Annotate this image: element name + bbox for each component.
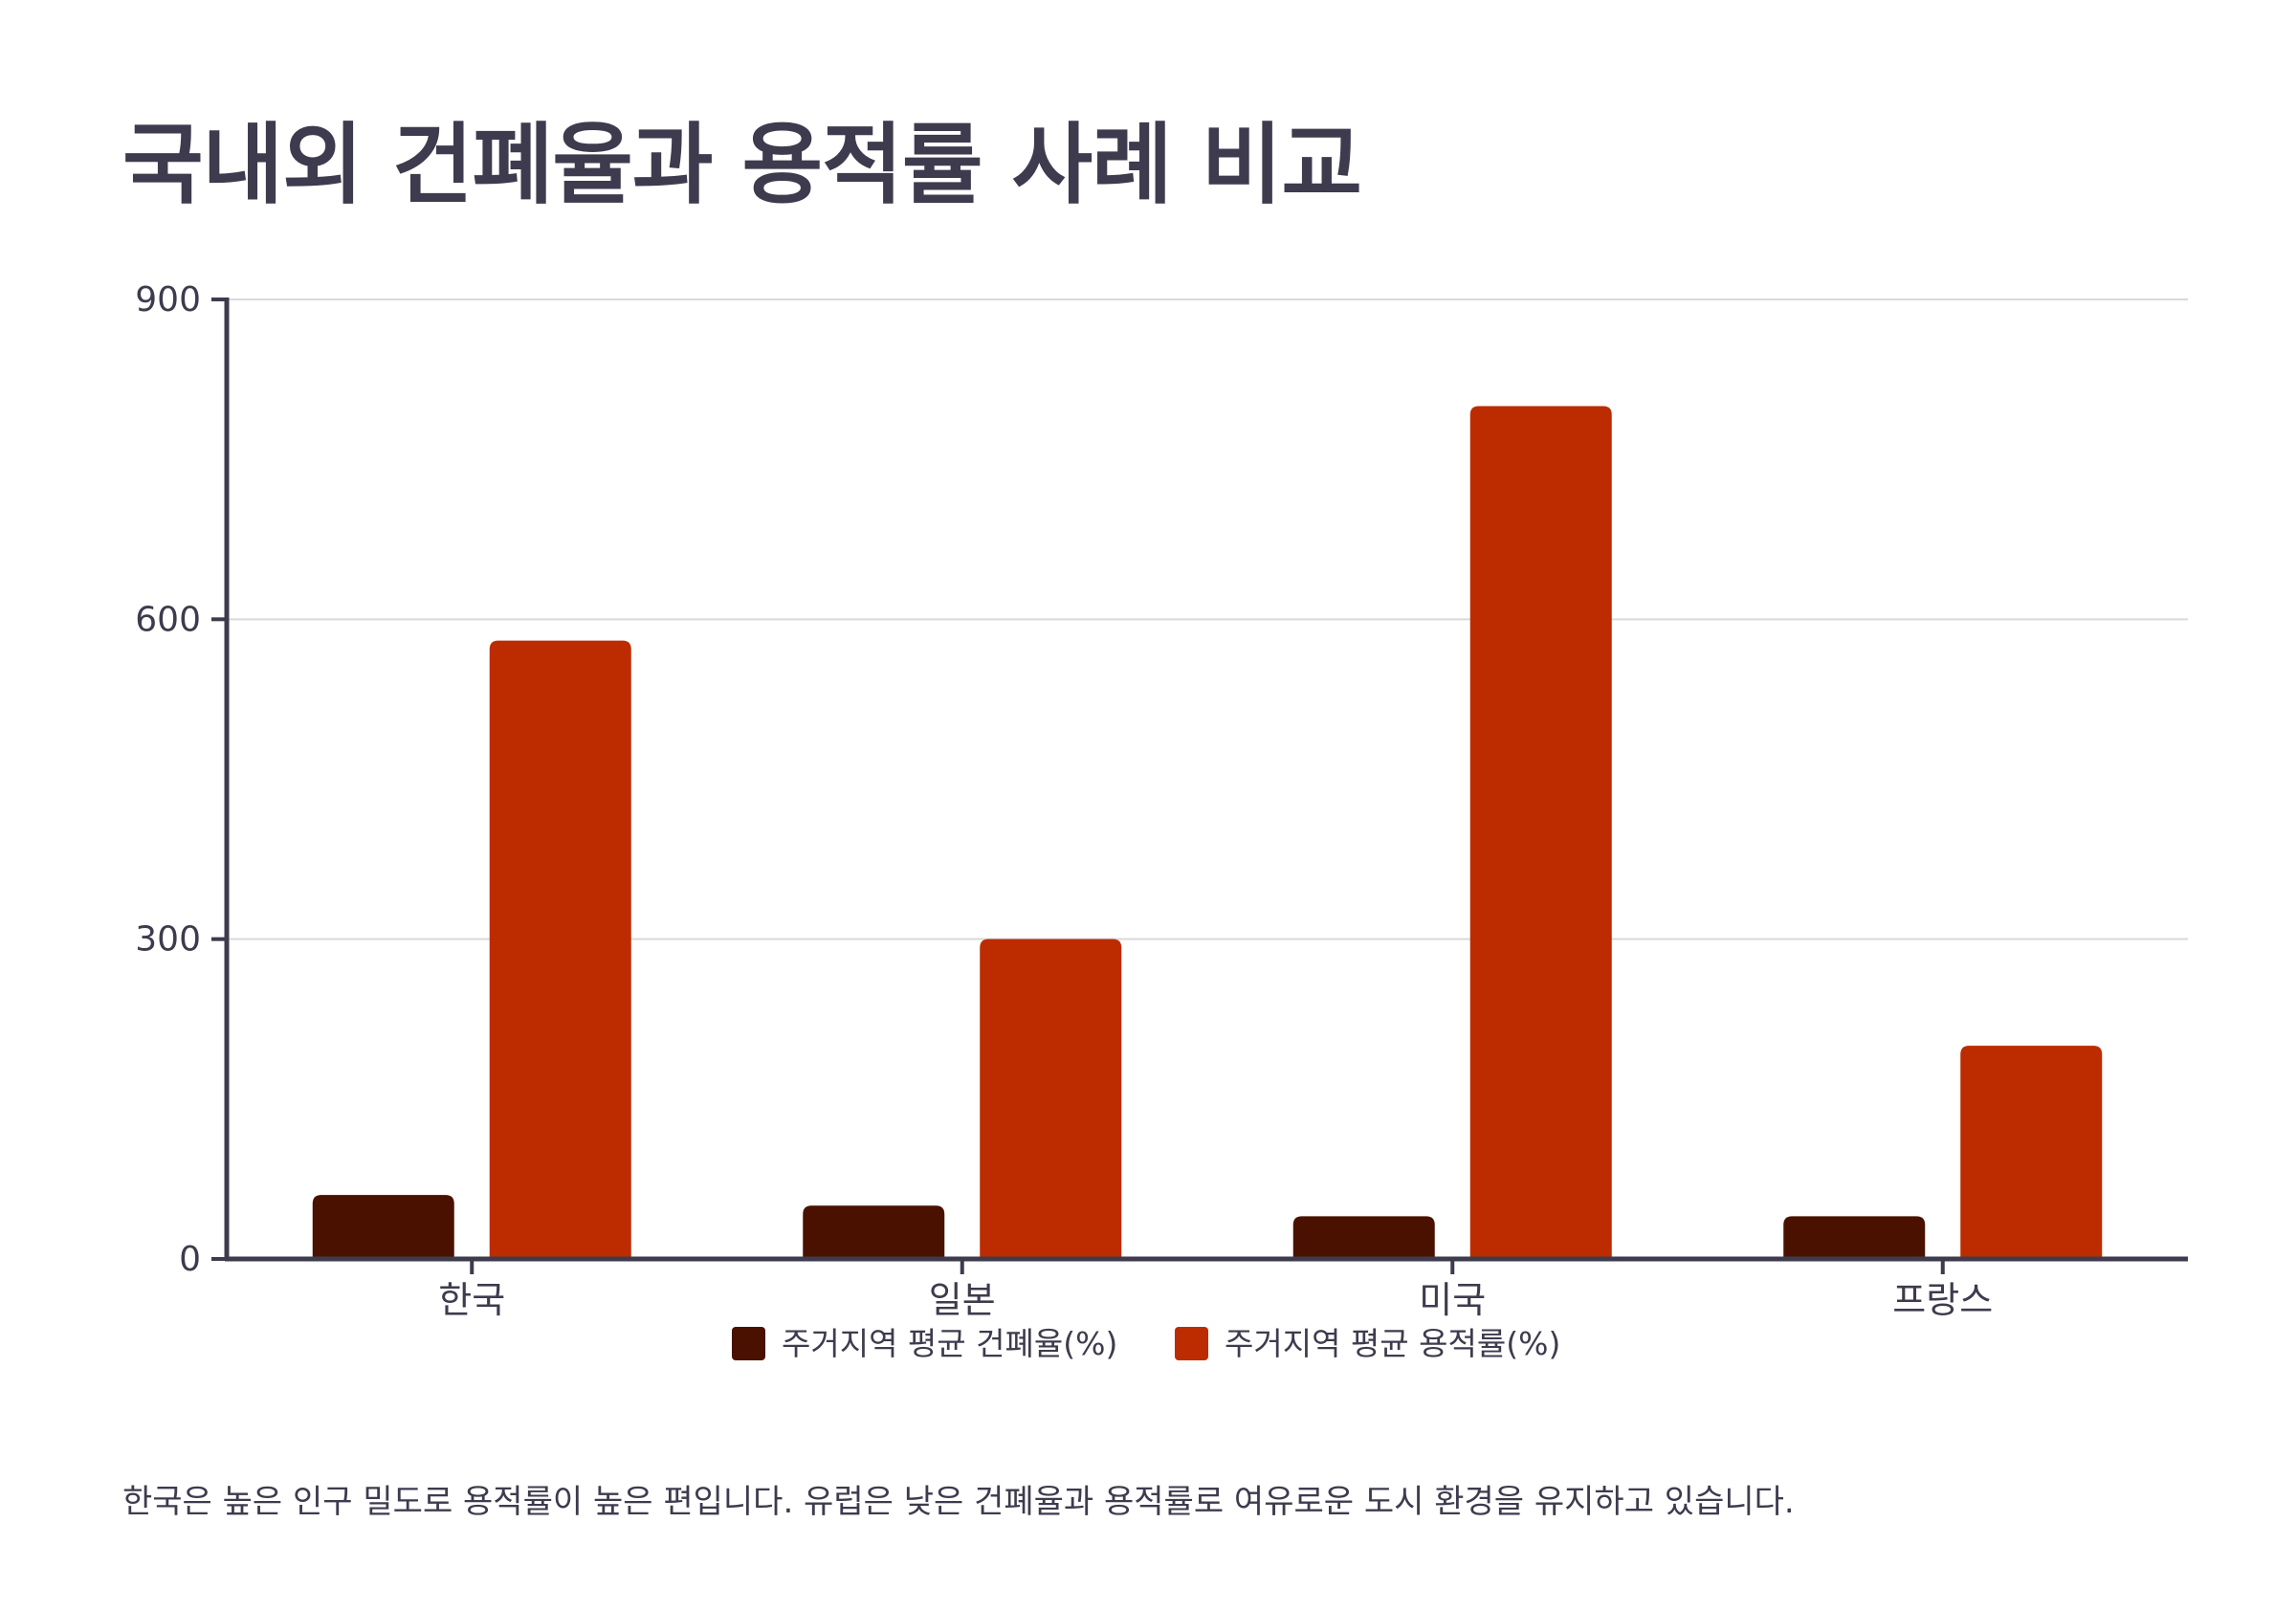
chart-caption: 한국은 높은 인구 밀도로 용적률이 높은 편입니다. 유럽은 낮은 건폐율과 … <box>122 1483 1795 1521</box>
bar-floor-area-3 <box>1960 1046 2103 1259</box>
x-tick-label: 프랑스 <box>1892 1279 1993 1321</box>
bar-floor-area-1 <box>980 938 1122 1259</box>
bar-building-coverage-3 <box>1783 1216 1926 1259</box>
legend-swatch <box>732 1327 765 1360</box>
bar-building-coverage-2 <box>1292 1216 1435 1259</box>
axes <box>224 298 2188 1262</box>
y-tick-label: 0 <box>179 1240 201 1279</box>
y-tick-label: 300 <box>135 920 201 960</box>
x-axis-ticks: 한국 일본 미국 프랑스 <box>438 1259 1993 1321</box>
legend-label: 주거지역 평균 건폐율(%) <box>782 1325 1117 1362</box>
bars <box>312 406 2103 1259</box>
y-tick-label: 600 <box>135 600 201 639</box>
x-tick-label: 일본 <box>929 1279 996 1321</box>
legend-label: 주거지역 평균 용적률(%) <box>1225 1325 1560 1362</box>
y-axis-ticks: 0 300 600 900 <box>135 280 227 1279</box>
x-tick-label: 한국 <box>438 1279 505 1321</box>
bar-floor-area-2 <box>1469 406 1612 1259</box>
legend: 주거지역 평균 건폐율(%) 주거지역 평균 용적률(%) <box>732 1325 1560 1362</box>
y-tick-label: 900 <box>135 280 201 320</box>
bar-floor-area-0 <box>489 640 631 1259</box>
legend-swatch <box>1175 1327 1208 1360</box>
x-tick-label: 미국 <box>1419 1279 1486 1321</box>
bar-building-coverage-0 <box>312 1195 454 1259</box>
bar-building-coverage-1 <box>803 1205 945 1259</box>
page-title: 국내외 건폐율과 용적률 사례 비교 <box>122 114 1362 216</box>
